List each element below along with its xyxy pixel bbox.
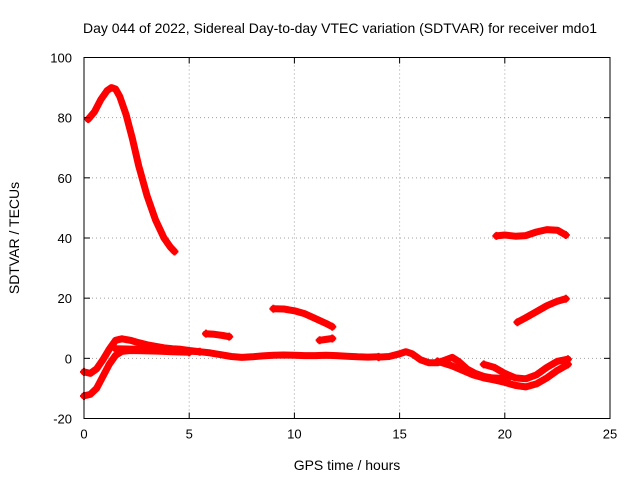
y-tick-label: 0 [65,351,72,366]
series-point-marker [84,115,93,124]
series-point-marker [315,336,324,345]
y-tick-label: 60 [58,171,72,186]
series-point-marker [513,318,522,327]
series-arc-high-peak [84,84,178,255]
series-arc-evening-high [492,226,570,240]
series-arc-mid-9h [269,305,336,331]
series-point-marker [433,357,442,366]
series-point-marker [111,344,120,353]
x-tick-label: 5 [186,427,193,442]
x-axis-label: GPS time / hours [294,457,401,473]
series-point-marker [202,329,211,338]
series-arc-evening-lower [434,357,572,391]
series-point-marker [563,355,572,364]
series-arc-low-rise [80,335,204,377]
x-tick-label: 20 [498,427,512,442]
series-point-marker [328,334,337,343]
series-point-marker [328,322,337,331]
series-point-marker [561,230,570,239]
y-tick-label: 40 [58,231,72,246]
y-axis-label: SDTVAR / TECUs [6,182,22,294]
y-tick-label: 80 [58,111,72,126]
y-tick-label: -20 [53,412,72,427]
series-arc-evening-mid [513,295,570,326]
series-point-marker [479,360,488,369]
series-point-marker [561,294,570,303]
series-layer [80,84,572,400]
series-point-marker [374,353,383,362]
series-point-marker [170,247,179,256]
x-tick-label: 0 [80,427,87,442]
x-tick-label: 15 [392,427,406,442]
x-tick-label: 10 [287,427,301,442]
series-point-marker [492,231,501,240]
y-tick-label: 20 [58,291,72,306]
series-arc-evening-rise [480,355,572,383]
series-point-marker [225,332,234,341]
y-tick-label: 100 [50,51,72,66]
series-point-marker [269,304,278,313]
tick-layer: 0 5 10 15 20 25 -20 0 20 40 60 80 100 [50,51,617,442]
series-arc-low-dip [80,347,193,400]
chart-title: Day 044 of 2022, Sidereal Day-to-day VTE… [83,20,597,36]
series-arc-main-band [112,345,383,361]
x-tick-label: 25 [603,427,617,442]
